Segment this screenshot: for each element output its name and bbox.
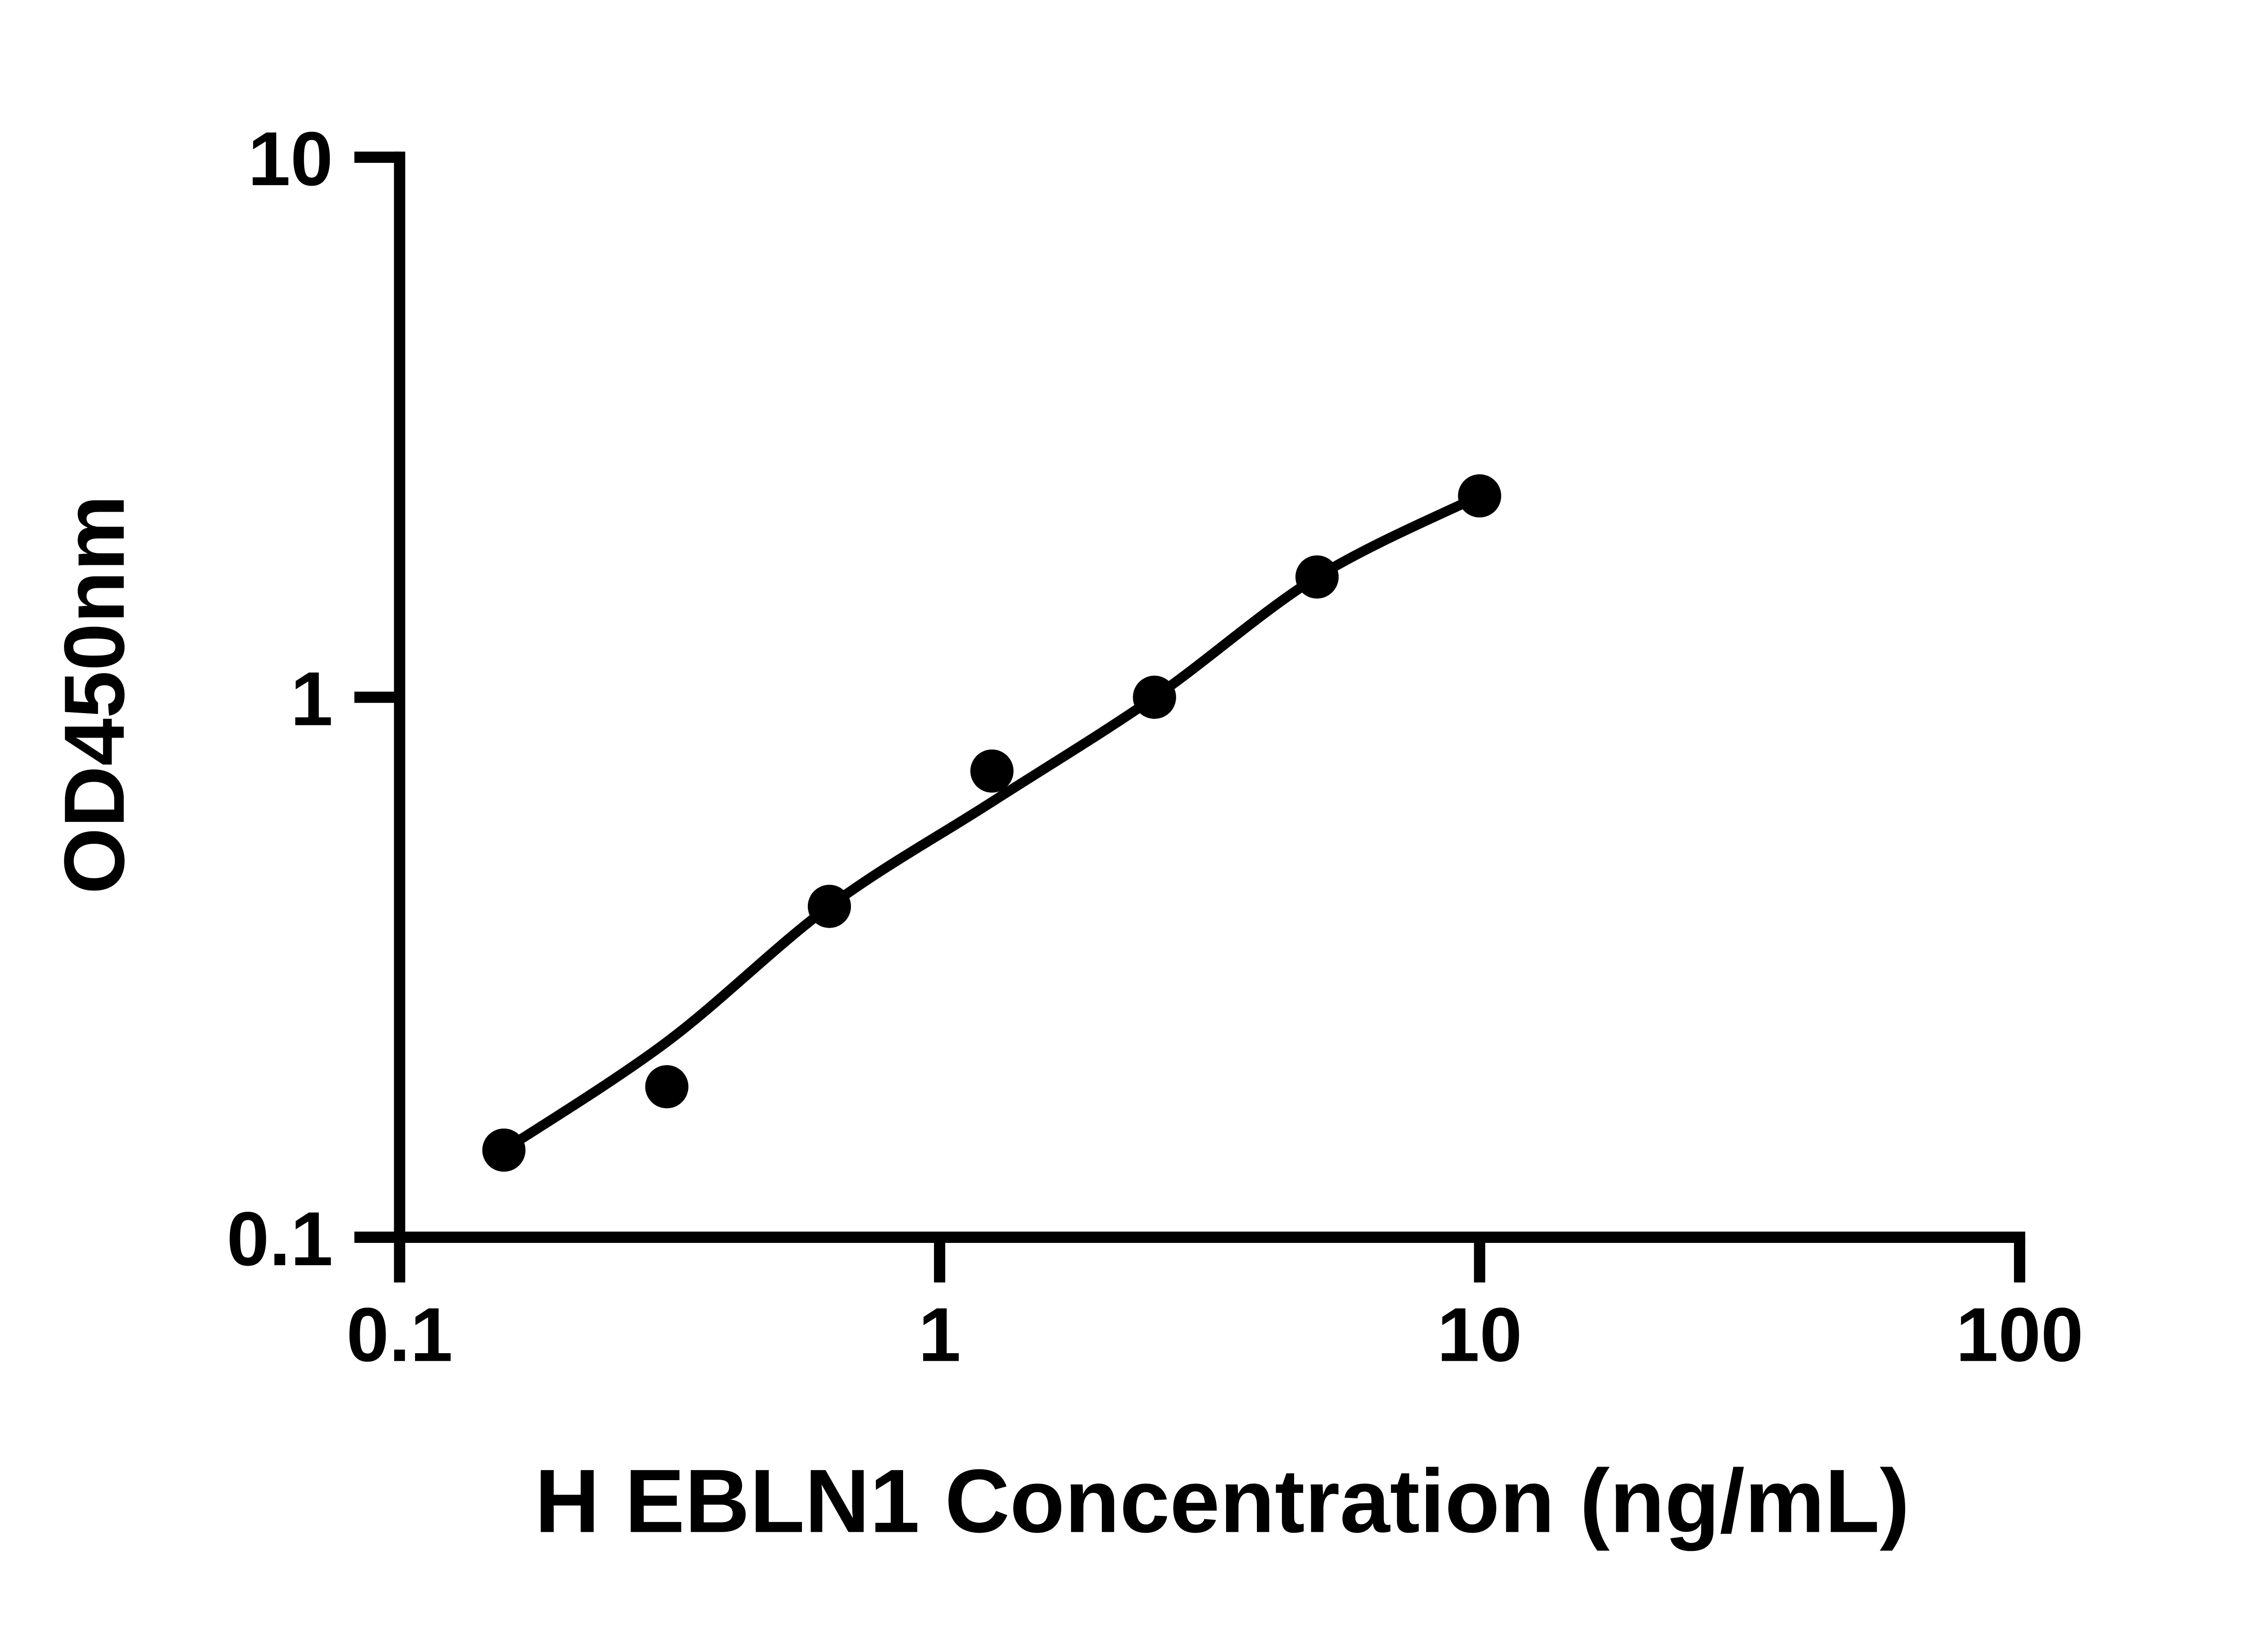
- data-point: [807, 885, 851, 928]
- data-point: [482, 1128, 526, 1172]
- y-axis-title: OD450nm: [46, 495, 142, 894]
- x-tick-label: 10: [1437, 1291, 1522, 1377]
- data-point: [1295, 555, 1339, 599]
- data-point: [1133, 675, 1176, 719]
- x-tick-label: 100: [1956, 1291, 2083, 1377]
- x-axis-title: H EBLN1 Concentration (ng/mL): [535, 1451, 1910, 1551]
- data-point: [1458, 474, 1501, 518]
- y-tick-label: 1: [290, 656, 333, 742]
- data-point: [645, 1065, 689, 1109]
- chart-background: [0, 6, 2268, 1627]
- x-tick-label: 0.1: [347, 1291, 453, 1377]
- y-tick-label: 0.1: [227, 1196, 333, 1281]
- x-tick-label: 1: [919, 1291, 961, 1377]
- data-point: [970, 749, 1014, 793]
- y-tick-label: 10: [248, 116, 333, 201]
